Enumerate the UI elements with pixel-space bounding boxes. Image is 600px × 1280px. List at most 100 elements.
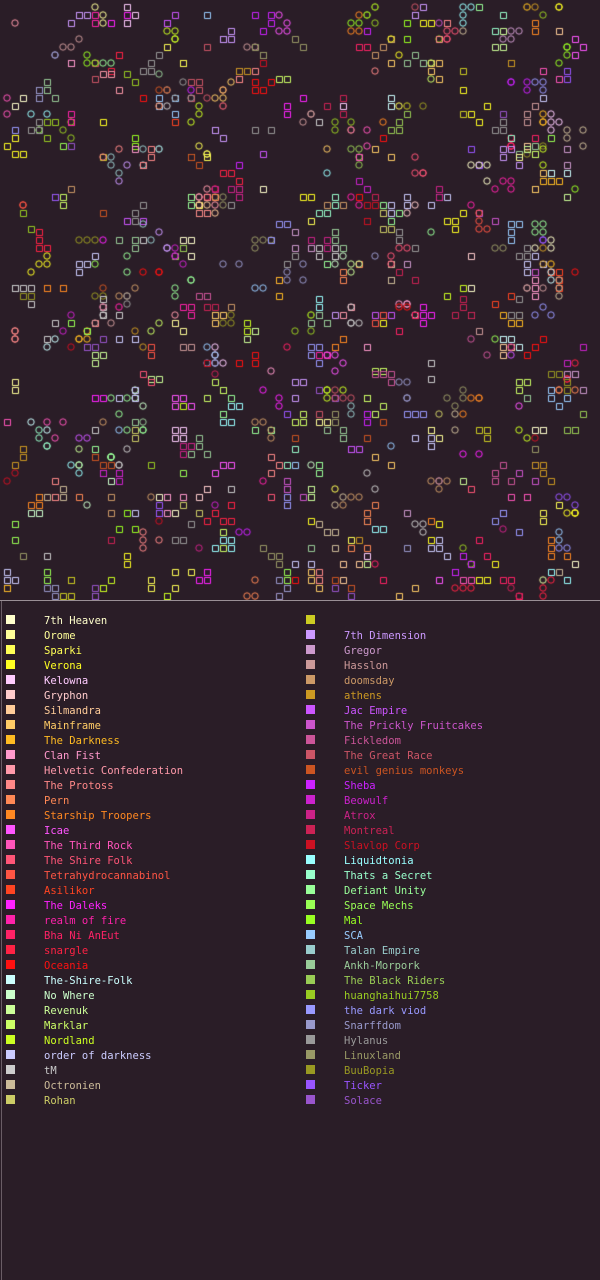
legend-color-swatch	[6, 1035, 15, 1044]
legend-entry: The Black Riders	[306, 974, 600, 989]
legend-color-swatch	[6, 1095, 15, 1104]
legend-entry: Marklar	[6, 1019, 302, 1034]
legend-player-name: Mainframe	[44, 720, 101, 732]
legend-player-name: Snarffdom	[344, 1020, 401, 1032]
legend-color-swatch	[306, 855, 315, 864]
legend-color-swatch	[306, 720, 315, 729]
legend-color-swatch	[306, 765, 315, 774]
legend-entry: Asilikor	[6, 884, 302, 899]
legend-player-name: Rohan	[44, 1095, 76, 1107]
legend-player-name: realm of fire	[44, 915, 127, 927]
legend-entry: Solace	[306, 1094, 600, 1109]
legend-color-swatch	[306, 705, 315, 714]
legend-entry: Sparki	[6, 644, 302, 659]
legend-entry: Ticker	[306, 1079, 600, 1094]
legend-color-swatch	[306, 1050, 315, 1059]
legend-color-swatch	[306, 675, 315, 684]
legend-entry: Gryphon	[6, 689, 302, 704]
legend-entry: Revenuk	[6, 1004, 302, 1019]
legend-color-swatch	[306, 750, 315, 759]
legend-entry: evil genius monkeys	[306, 764, 600, 779]
legend-color-swatch	[306, 780, 315, 789]
legend-color-swatch	[306, 990, 315, 999]
legend-player-name: Nordland	[44, 1035, 95, 1047]
legend-entry: Space Mechs	[306, 899, 600, 914]
legend-entry: The Prickly Fruitcakes	[306, 719, 600, 734]
legend-player-name: huanghaihui7758	[344, 990, 439, 1002]
legend-player-name: Beowulf	[344, 795, 389, 807]
legend-color-swatch	[306, 945, 315, 954]
legend-player-name: Verona	[44, 660, 82, 672]
legend-player-name: Pern	[44, 795, 70, 807]
legend-player-name: Silmandra	[44, 705, 101, 717]
legend-color-swatch	[306, 840, 315, 849]
legend-color-swatch	[6, 765, 15, 774]
legend-entry: Montreal	[306, 824, 600, 839]
legend-entry: Clan Fist	[6, 749, 302, 764]
legend-entry: Kelowna	[6, 674, 302, 689]
legend-color-swatch	[6, 1050, 15, 1059]
legend-player-name: Hasslon	[344, 660, 389, 672]
legend-player-name: The-Shire-Folk	[44, 975, 133, 987]
legend-color-swatch	[6, 825, 15, 834]
legend-color-swatch	[6, 735, 15, 744]
legend-player-name: Icae	[44, 825, 70, 837]
legend-color-swatch	[306, 630, 315, 639]
legend-player-name: Orome	[44, 630, 76, 642]
legend-entry: Rohan	[6, 1094, 302, 1109]
legend-player-name: Space Mechs	[344, 900, 414, 912]
legend-entry: Thats a Secret	[306, 869, 600, 884]
legend-player-name: evil genius monkeys	[344, 765, 465, 777]
legend-entry	[306, 614, 600, 629]
legend-player-name: Montreal	[344, 825, 395, 837]
legend-entry: No Where	[6, 989, 302, 1004]
legend-color-swatch	[6, 810, 15, 819]
legend-entry: Octronien	[6, 1079, 302, 1094]
legend-color-swatch	[306, 810, 315, 819]
legend-color-swatch	[6, 675, 15, 684]
legend-color-swatch	[6, 780, 15, 789]
legend-color-swatch	[306, 975, 315, 984]
legend-player-name: The Darkness	[44, 735, 120, 747]
legend-color-swatch	[306, 1020, 315, 1029]
legend-player-name: Gryphon	[44, 690, 89, 702]
legend-entry: The Darkness	[6, 734, 302, 749]
legend-player-name: BuuBopia	[344, 1065, 395, 1077]
legend-player-name: Linuxland	[344, 1050, 401, 1062]
legend-player-name: The Daleks	[44, 900, 108, 912]
legend-entry: The Third Rock	[6, 839, 302, 854]
legend-color-swatch	[306, 885, 315, 894]
legend-color-swatch	[6, 885, 15, 894]
legend-entry: The Daleks	[6, 899, 302, 914]
legend-color-swatch	[306, 1065, 315, 1074]
legend-entry: Ankh-Morpork	[306, 959, 600, 974]
legend-entry: Pern	[6, 794, 302, 809]
legend-entry: Jac Empire	[306, 704, 600, 719]
legend-entry: tM	[6, 1064, 302, 1079]
legend-entry: Hylanus	[306, 1034, 600, 1049]
legend-entry: BuuBopia	[306, 1064, 600, 1079]
legend-player-name: Mal	[344, 915, 363, 927]
legend-player-name: The Great Race	[344, 750, 433, 762]
legend-entry: Snarffdom	[306, 1019, 600, 1034]
legend-entry: Gregor	[306, 644, 600, 659]
legend-player-name: Marklar	[44, 1020, 89, 1032]
legend-entry: Nordland	[6, 1034, 302, 1049]
legend-color-swatch	[306, 1035, 315, 1044]
legend-entry: Fickledom	[306, 734, 600, 749]
legend-entry: Tetrahydrocannabinol	[6, 869, 302, 884]
legend-color-swatch	[6, 855, 15, 864]
legend-color-swatch	[6, 870, 15, 879]
legend-player-name: Sparki	[44, 645, 82, 657]
legend-color-swatch	[6, 840, 15, 849]
legend-entry: order of darkness	[6, 1049, 302, 1064]
legend-player-name: Thats a Secret	[344, 870, 433, 882]
legend-player-name: The Prickly Fruitcakes	[344, 720, 484, 732]
legend-entry: Talan Empire	[306, 944, 600, 959]
legend-entry: Bha Ni AnEut	[6, 929, 302, 944]
legend-player-name: Slavlop Corp	[344, 840, 420, 852]
legend-color-swatch	[306, 870, 315, 879]
legend-entry: realm of fire	[6, 914, 302, 929]
legend-entry: Sheba	[306, 779, 600, 794]
legend-color-swatch	[6, 930, 15, 939]
